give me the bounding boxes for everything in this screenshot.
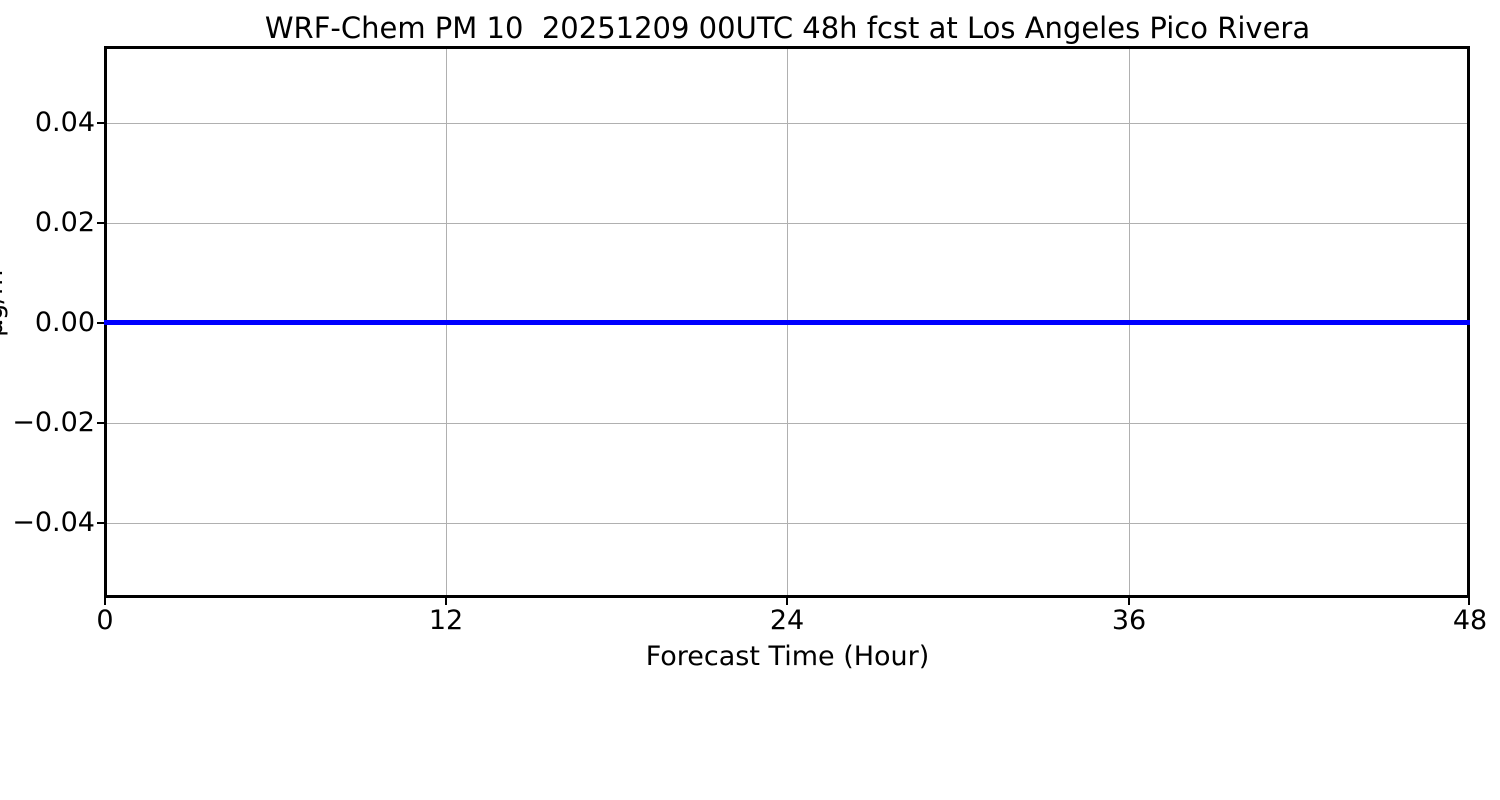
gridline-y--0.04 xyxy=(107,523,1467,524)
x-tick-label: 12 xyxy=(428,605,464,636)
y-tick-0.00 xyxy=(97,322,104,324)
gridline-y-0.02 xyxy=(107,223,1467,224)
y-tick--0.04 xyxy=(97,522,104,524)
y-tick--0.02 xyxy=(97,422,104,424)
x-tick-label: 0 xyxy=(96,605,114,636)
plot-area xyxy=(104,46,1470,598)
y-tick-label: 0.04 xyxy=(34,107,95,138)
x-tick-0 xyxy=(104,598,106,605)
y-tick-label: −0.02 xyxy=(12,407,95,438)
x-tick-12 xyxy=(445,598,447,605)
y-tick-label: 0.02 xyxy=(34,207,95,238)
x-axis-label: Forecast Time (Hour) xyxy=(645,641,930,672)
chart-title: WRF-Chem PM 10 20251209 00UTC 48h fcst a… xyxy=(264,11,1311,45)
x-tick-label: 36 xyxy=(1111,605,1147,636)
x-tick-36 xyxy=(1128,598,1130,605)
y-tick-0.04 xyxy=(97,122,104,124)
series-line xyxy=(104,320,1470,325)
x-tick-48 xyxy=(1468,598,1470,605)
x-tick-24 xyxy=(786,598,788,605)
x-tick-label: 24 xyxy=(769,605,805,636)
y-tick-0.02 xyxy=(97,222,104,224)
gridline-y--0.02 xyxy=(107,423,1467,424)
gridline-y-0.04 xyxy=(107,123,1467,124)
y-tick-label: 0.00 xyxy=(34,307,95,338)
y-axis-label: µg/m³ xyxy=(0,259,9,337)
y-tick-label: −0.04 xyxy=(12,507,95,538)
x-tick-label: 48 xyxy=(1452,605,1488,636)
